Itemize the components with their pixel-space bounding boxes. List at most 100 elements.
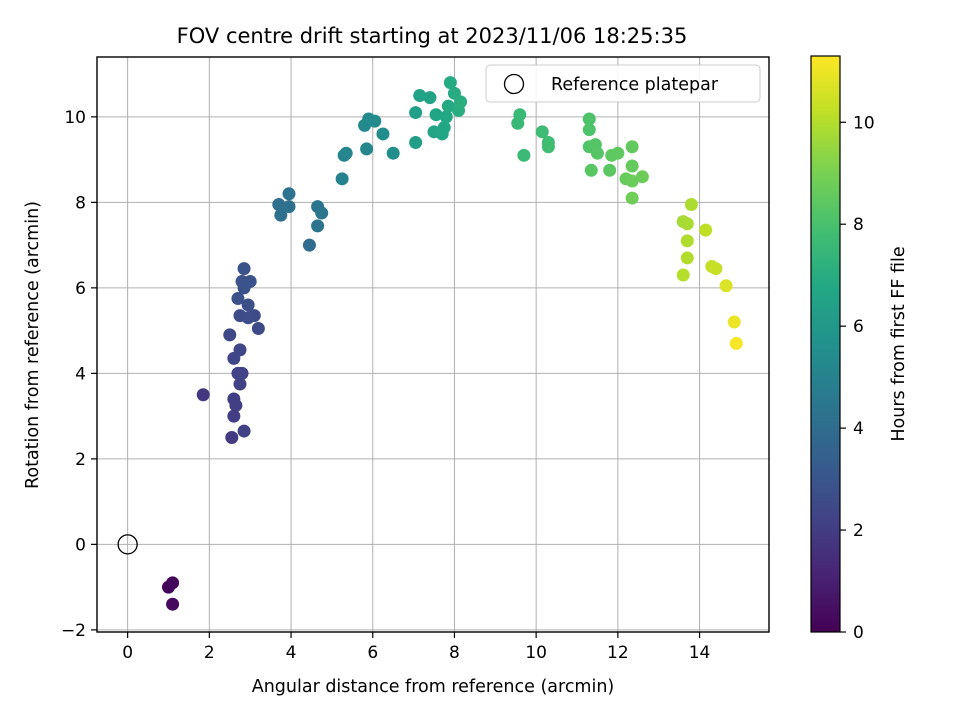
data-point bbox=[302, 238, 316, 252]
data-point bbox=[241, 311, 255, 325]
chart-title: FOV centre drift starting at 2023/11/06 … bbox=[177, 24, 688, 48]
data-point bbox=[437, 121, 451, 135]
colorbar-ticks: 0 2 4 6 8 10 bbox=[840, 113, 875, 643]
x-tick-label: 8 bbox=[449, 643, 460, 663]
y-tick-label: 10 bbox=[64, 108, 86, 128]
data-point bbox=[727, 315, 741, 329]
colorbar-tick-label: 2 bbox=[853, 521, 864, 541]
data-point bbox=[611, 146, 625, 160]
data-point bbox=[429, 108, 443, 122]
x-tick-label: 0 bbox=[122, 643, 133, 663]
data-point bbox=[274, 208, 288, 222]
plot-frame bbox=[96, 56, 770, 633]
data-point bbox=[311, 219, 325, 233]
data-point bbox=[166, 597, 180, 611]
data-point bbox=[409, 106, 423, 120]
data-point bbox=[409, 136, 423, 150]
data-point bbox=[441, 99, 455, 113]
data-point bbox=[684, 197, 698, 211]
data-point bbox=[243, 274, 257, 288]
data-point bbox=[368, 114, 382, 128]
data-point bbox=[680, 251, 694, 265]
data-point bbox=[517, 148, 531, 162]
data-point bbox=[282, 200, 296, 214]
x-tick-label: 4 bbox=[286, 643, 297, 663]
x-axis-label: Angular distance from reference (arcmin) bbox=[252, 677, 615, 697]
data-point bbox=[315, 206, 329, 220]
data-point bbox=[272, 197, 286, 211]
data-point bbox=[335, 172, 349, 186]
x-tick-label: 12 bbox=[607, 643, 629, 663]
data-point bbox=[590, 146, 604, 160]
data-point bbox=[423, 91, 437, 105]
x-tick-label: 10 bbox=[525, 643, 547, 663]
data-point bbox=[535, 125, 549, 139]
data-point bbox=[513, 108, 527, 122]
legend-marker-reference bbox=[503, 73, 525, 95]
y-tick-label: 2 bbox=[75, 450, 86, 470]
y-tick-label: 0 bbox=[75, 535, 86, 555]
data-point bbox=[680, 217, 694, 231]
data-point bbox=[439, 110, 453, 124]
data-point bbox=[584, 163, 598, 177]
data-point bbox=[237, 424, 251, 438]
data-point bbox=[625, 140, 639, 154]
data-point bbox=[625, 174, 639, 188]
data-point bbox=[709, 262, 723, 276]
reference-marker bbox=[117, 534, 138, 555]
legend: Reference platepar bbox=[485, 64, 761, 103]
data-point bbox=[196, 388, 210, 402]
y-tick-label: 4 bbox=[75, 364, 86, 384]
data-point bbox=[454, 95, 468, 109]
data-point bbox=[235, 366, 249, 380]
data-point bbox=[729, 336, 743, 350]
data-point bbox=[386, 146, 400, 160]
colorbar-tick-label: 0 bbox=[853, 623, 864, 643]
data-point bbox=[339, 146, 353, 160]
y-tick-label: 6 bbox=[75, 279, 86, 299]
colorbar bbox=[810, 55, 841, 633]
data-point bbox=[227, 409, 241, 423]
data-point bbox=[635, 170, 649, 184]
data-point bbox=[443, 76, 457, 90]
data-point bbox=[251, 321, 265, 335]
data-point bbox=[229, 398, 243, 412]
colorbar-tick-label: 8 bbox=[853, 215, 864, 235]
data-point bbox=[625, 191, 639, 205]
x-tick-label: 14 bbox=[689, 643, 711, 663]
data-point bbox=[231, 292, 245, 306]
data-point bbox=[376, 127, 390, 141]
data-point bbox=[603, 163, 617, 177]
data-point bbox=[225, 430, 239, 444]
data-point bbox=[625, 159, 639, 173]
data-point bbox=[223, 328, 237, 342]
data-point bbox=[241, 298, 255, 312]
data-point bbox=[582, 112, 596, 126]
colorbar-tick-label: 6 bbox=[853, 317, 864, 337]
y-tick-label: 8 bbox=[75, 193, 86, 213]
data-point bbox=[360, 142, 374, 156]
y-axis-ticks: −2 0 2 4 6 8 10 bbox=[61, 108, 97, 641]
legend-label-reference: Reference platepar bbox=[551, 75, 719, 95]
data-point bbox=[233, 377, 247, 391]
y-axis-label: Rotation from reference (arcmin) bbox=[23, 201, 43, 489]
colorbar-label: Hours from first FF file bbox=[889, 246, 909, 441]
data-point bbox=[719, 279, 733, 293]
data-point bbox=[680, 234, 694, 248]
grid-lines bbox=[97, 57, 769, 632]
data-point bbox=[233, 343, 247, 357]
data-point bbox=[582, 123, 596, 137]
data-point bbox=[237, 262, 251, 276]
data-points bbox=[161, 76, 743, 611]
y-tick-label: −2 bbox=[61, 621, 86, 641]
legend-box bbox=[485, 64, 761, 103]
x-tick-label: 6 bbox=[367, 643, 378, 663]
data-point bbox=[282, 187, 296, 201]
data-point bbox=[541, 140, 555, 154]
colorbar-tick-label: 10 bbox=[853, 113, 875, 133]
data-point bbox=[676, 268, 690, 282]
data-point bbox=[166, 576, 180, 590]
data-point bbox=[699, 223, 713, 237]
x-tick-label: 2 bbox=[204, 643, 215, 663]
